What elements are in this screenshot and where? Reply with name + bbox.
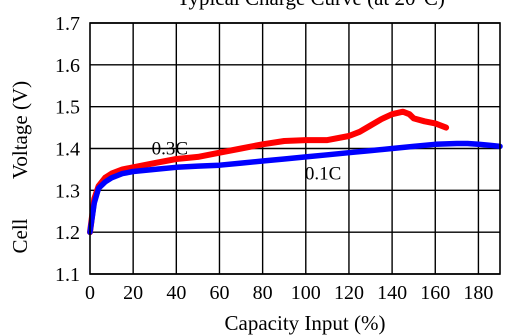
series-line-red [87,108,450,236]
y-axis-title-cell: Cell [8,218,32,253]
x-tick-label: 20 [123,282,143,304]
y-tick-label: 1.4 [55,139,80,161]
x-tick-label: 160 [420,282,450,304]
y-tick-label: 1.7 [55,13,80,35]
x-tick-label: 140 [377,282,407,304]
x-tick-label: 0 [85,282,95,304]
series-line-blue [87,140,503,235]
y-tick-label: 1.2 [55,222,80,244]
y-tick-label: 1.5 [55,97,80,119]
y-axis-title-voltage: Voltage (V) [8,81,32,179]
plot-frame [89,22,501,275]
x-tick-label: 120 [334,282,364,304]
y-tick-label: 1.1 [55,264,80,286]
chart-title: Typical Charge Curve (at 20°C) [177,0,445,10]
y-tick-label: 1.6 [55,55,80,77]
series-label: 0.1C [305,164,341,185]
x-axis-title: Capacity Input (%) [225,311,386,335]
x-tick-label: 180 [463,282,493,304]
x-tick-label: 100 [291,282,321,304]
y-tick-label: 1.3 [55,180,80,202]
x-tick-label: 80 [253,282,273,304]
x-tick-label: 40 [166,282,186,304]
series-label: 0.3C [152,139,188,160]
x-tick-label: 60 [209,282,229,304]
